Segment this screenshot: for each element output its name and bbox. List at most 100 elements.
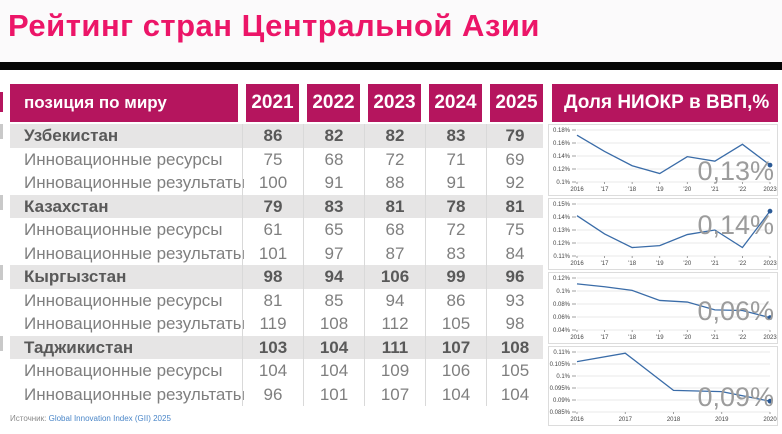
row-label: Инновационные ресурсы — [24, 290, 223, 310]
cell-value: 82 — [303, 124, 364, 148]
svg-text:'19: '19 — [656, 261, 664, 267]
table-header-year: 2023 — [368, 84, 421, 122]
cell-value: 108 — [303, 312, 364, 336]
cell-value: 94 — [303, 265, 364, 289]
cell-value: 101 — [242, 241, 303, 265]
svg-text:0.14%: 0.14% — [553, 154, 571, 160]
edge-mark-row — [0, 124, 3, 139]
cell-value: 107 — [364, 382, 425, 406]
edge-mark-row — [0, 335, 3, 351]
chart-canvas: 0.15% 0.14% 0.13% 0.12% 0.11%2016 '17 '18 '19 '2… — [553, 202, 777, 267]
row-label: Инновационные результаты — [24, 173, 245, 192]
row-label: Инновационные ресурсы — [24, 149, 223, 169]
row-label: Таджикистан — [24, 337, 134, 357]
table-row: Узбекистан 86 82 82 83 79 — [10, 124, 543, 148]
svg-text:2017: 2017 — [619, 417, 633, 423]
svg-text:'22: '22 — [739, 335, 747, 341]
page-title: Рейтинг стран Центральной Азии — [8, 8, 540, 43]
svg-text:2023: 2023 — [763, 335, 777, 341]
rnd-chart-kyrgyzstan: 0.12% 0.1% 0.08% 0.06% 0.04% 2016 '17 '18 '19 '20… — [548, 272, 778, 344]
cell-value: 105 — [425, 312, 486, 336]
svg-text:0.06%: 0.06% — [553, 315, 571, 321]
table-body: Узбекистан 86 82 82 83 79 Инновационные ресурс… — [10, 124, 543, 406]
svg-text:'19: '19 — [656, 335, 664, 341]
svg-text:2016: 2016 — [570, 335, 584, 341]
cell-value: 93 — [486, 288, 543, 312]
chart-canvas: 0.11% 0.105% 0.1% 0.095% 0.09% 0.085%2016 2017… — [550, 350, 778, 423]
cell-value: 112 — [364, 312, 425, 336]
cell-value: 75 — [486, 218, 543, 242]
svg-text:0.12%: 0.12% — [553, 276, 571, 282]
cell-value: 79 — [486, 124, 543, 148]
svg-text:2020: 2020 — [763, 417, 777, 423]
svg-text:'20: '20 — [683, 335, 691, 341]
table-row: Инновационные ресурсы 61 65 68 72 75 — [10, 218, 543, 242]
table-header-position-label: позиция по миру — [10, 84, 238, 122]
chart-canvas: 0.18% 0.16% 0.14% 0.12% 0.1%2016 '17 '18 '19 '20… — [553, 128, 777, 193]
cell-value: 104 — [303, 359, 364, 383]
ranking-table: позиция по миру 2021 2022 2023 2024 2025 Узб… — [10, 84, 543, 406]
cell-value: 91 — [425, 171, 486, 195]
row-label: Казахстан — [24, 196, 109, 216]
cell-value: 75 — [242, 147, 303, 171]
cell-value: 108 — [486, 335, 543, 359]
table-header-year: 2024 — [429, 84, 482, 122]
cell-value: 85 — [303, 288, 364, 312]
edge-mark-header — [0, 92, 3, 112]
chart-end-value-label: 0,13% — [697, 156, 774, 186]
svg-text:'17: '17 — [601, 261, 609, 267]
cell-value: 99 — [425, 265, 486, 289]
table-row: Инновационные результаты 100 91 88 91 92 — [10, 171, 543, 195]
cell-value: 84 — [486, 241, 543, 265]
svg-text:0.11%: 0.11% — [553, 254, 570, 260]
svg-text:'22: '22 — [739, 261, 747, 267]
cell-value: 83 — [303, 194, 364, 218]
cell-value: 100 — [242, 171, 303, 195]
cell-value: 96 — [242, 382, 303, 406]
svg-text:0.16%: 0.16% — [553, 141, 571, 147]
cell-value: 104 — [242, 359, 303, 383]
title-divider-bar — [0, 62, 782, 70]
cell-value: 96 — [486, 265, 543, 289]
table-header-year: 2021 — [246, 84, 299, 122]
cell-value: 68 — [303, 147, 364, 171]
rnd-chart-kazakhstan: 0.15% 0.14% 0.13% 0.12% 0.11% 2016 '17 '18 '19 '2… — [548, 198, 778, 270]
table-row: Инновационные ресурсы 81 85 94 86 93 — [10, 288, 543, 312]
svg-text:'18: '18 — [628, 335, 636, 341]
svg-text:0.04%: 0.04% — [553, 328, 571, 334]
cell-value: 81 — [364, 194, 425, 218]
cell-value: 106 — [425, 359, 486, 383]
table-row: Инновационные результаты 119 108 112 105 98 — [10, 312, 543, 336]
cell-value: 98 — [486, 312, 543, 336]
cell-value: 82 — [364, 124, 425, 148]
source-line: Источник: Global Innovation Index (GII) … — [10, 414, 171, 423]
svg-text:0.085%: 0.085% — [550, 410, 571, 416]
row-label: Инновационные ресурсы — [24, 220, 223, 239]
svg-text:'18: '18 — [628, 187, 636, 193]
cell-value: 72 — [425, 218, 486, 242]
svg-text:0.1%: 0.1% — [556, 180, 570, 186]
svg-text:'17: '17 — [601, 335, 609, 341]
source-link[interactable]: Global Innovation Index (GII) 2025 — [48, 414, 171, 423]
cell-value: 65 — [303, 218, 364, 242]
cell-value: 119 — [242, 312, 303, 336]
svg-text:0.09%: 0.09% — [553, 398, 571, 404]
svg-text:0.15%: 0.15% — [553, 202, 571, 208]
chart-end-value-label: 0,09% — [697, 382, 774, 412]
cell-value: 97 — [303, 241, 364, 265]
svg-text:'20: '20 — [683, 187, 691, 193]
table-row: Таджикистан 103 104 111 107 108 — [10, 335, 543, 359]
cell-value: 69 — [486, 147, 543, 171]
table-header-year: 2022 — [307, 84, 360, 122]
cell-value: 71 — [425, 147, 486, 171]
table-row: Казахстан 79 83 81 78 81 — [10, 194, 543, 218]
cell-value: 103 — [242, 335, 303, 359]
source-prefix: Источник: — [10, 414, 47, 423]
cell-value: 107 — [425, 335, 486, 359]
table-row: Инновационные результаты 101 97 87 83 84 — [10, 241, 543, 265]
cell-value: 87 — [364, 241, 425, 265]
cell-value: 92 — [486, 171, 543, 195]
svg-text:'20: '20 — [683, 261, 691, 267]
chart-end-value-label: 0,14% — [697, 210, 774, 240]
svg-text:'21: '21 — [711, 335, 719, 341]
